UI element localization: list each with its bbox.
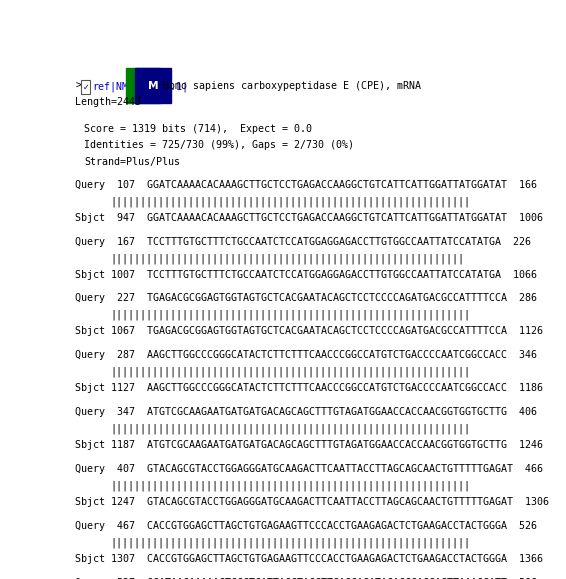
- Text: Query  407  GTACAGCGTACCTGGAGGGATGCAAGACTTCAATTACCTTAGCAGCAACTGTTTTTGAGAT  466: Query 407 GTACAGCGTACCTGGAGGGATGCAAGACTT…: [75, 464, 543, 474]
- Text: Query  527  GGATAACAAAAACTCCCTCATTAGCTACCTTGAGCAGATACACCGAGGAGTTAAAGGATT  586: Query 527 GGATAACAAAAACTCCCTCATTAGCTACCT…: [75, 578, 537, 579]
- Text: Sbjct 1067  TGAGACGCGGAGTGGTAGTGCTCACGAATACAGCTCCTCCCCAGATGACGCCATTTTCCA  1126: Sbjct 1067 TGAGACGCGGAGTGGTAGTGCTCACGAAT…: [75, 327, 543, 336]
- Text: Sbjct 1007  TCCTTTGTGCTTTCTGCCAATCTCCATGGAGGAGACCTTGTGGCCAATTATCCATATGA  1066: Sbjct 1007 TCCTTTGTGCTTTCTGCCAATCTCCATGG…: [75, 269, 537, 280]
- Text: Sbjct 1307  CACCGTGGAGCTTAGCTGTGAGAAGTTCCCACCTGAAGAGACTCTGAAGACCTACTGGGA  1366: Sbjct 1307 CACCGTGGAGCTTAGCTGTGAGAAGTTCC…: [75, 554, 543, 564]
- Text: Identities = 725/730 (99%), Gaps = 2/730 (0%): Identities = 725/730 (99%), Gaps = 2/730…: [84, 140, 354, 150]
- Text: Score = 1319 bits (714),  Expect = 0.0: Score = 1319 bits (714), Expect = 0.0: [84, 123, 312, 134]
- Text: Query  467  CACCGTGGAGCTTAGCTGTGAGAAGTTCCCACCTGAAGAGACTCTGAAGACCTACTGGGA  526: Query 467 CACCGTGGAGCTTAGCTGTGAGAAGTTCCC…: [75, 521, 537, 531]
- Text: ||||||||||||||||||||||||||||||||||||||||||||||||||||||||||||: ||||||||||||||||||||||||||||||||||||||||…: [110, 481, 470, 491]
- FancyBboxPatch shape: [81, 80, 91, 94]
- Text: ref|NM_001873.1|: ref|NM_001873.1|: [92, 80, 188, 91]
- Text: Homo sapiens carboxypeptidase E (CPE), mRNA: Homo sapiens carboxypeptidase E (CPE), m…: [157, 80, 421, 91]
- Text: |||||||||||||||||||||||||||||||||||||||||||||||||||||||||||: ||||||||||||||||||||||||||||||||||||||||…: [110, 253, 464, 263]
- Text: ✓: ✓: [82, 83, 89, 91]
- Text: ||||||||||||||||||||||||||||||||||||||||||||||||||||||||||||: ||||||||||||||||||||||||||||||||||||||||…: [110, 424, 470, 434]
- Text: Sbjct 1187  ATGTCGCAAGAATGATGATGACAGCAGCTTTGTAGATGGAACCACCAACGGTGGTGCTTG  1246: Sbjct 1187 ATGTCGCAAGAATGATGATGACAGCAGCT…: [75, 440, 543, 450]
- Text: Query  227  TGAGACGCGGAGTGGTAGTGCTCACGAATACAGCTCCTCCCCAGATGACGCCATTTTCCA  286: Query 227 TGAGACGCGGAGTGGTAGTGCTCACGAATA…: [75, 294, 537, 303]
- Text: ||||||||||||||||||||||||||||||||||||||||||||||||||||||||||||: ||||||||||||||||||||||||||||||||||||||||…: [110, 367, 470, 378]
- Text: M: M: [148, 80, 158, 91]
- Text: Query  287  AAGCTTGGCCCGGGCATACTCTTCTTTCAACCCGGCCATGTCTGACCCCAATCGGCCACC  346: Query 287 AAGCTTGGCCCGGGCATACTCTTCTTTCAA…: [75, 350, 537, 360]
- Text: Sbjct 1247  GTACAGCGTACCTGGAGGGATGCAAGACTTCAATTACCTTAGCAGCAACTGTTTTTGAGAT  1306: Sbjct 1247 GTACAGCGTACCTGGAGGGATGCAAGACT…: [75, 497, 549, 507]
- Text: ||||||||||||||||||||||||||||||||||||||||||||||||||||||||||||: ||||||||||||||||||||||||||||||||||||||||…: [110, 196, 470, 207]
- Text: Sbjct 1127  AAGCTTGGCCCGGGCATACTCTTCTTTCAACCCGGCCATGTCTGACCCCAATCGGCCACC  1186: Sbjct 1127 AAGCTTGGCCCGGGCATACTCTTCTTTCA…: [75, 383, 543, 393]
- Text: G: G: [139, 80, 147, 91]
- Text: Length=2443: Length=2443: [75, 97, 141, 107]
- Text: Strand=Plus/Plus: Strand=Plus/Plus: [84, 156, 180, 167]
- Text: >: >: [75, 80, 81, 91]
- Text: ||||||||||||||||||||||||||||||||||||||||||||||||||||||||||||: ||||||||||||||||||||||||||||||||||||||||…: [110, 310, 470, 320]
- Text: Query  167  TCCTTTGTGCTTTCTGCCAATCTCCATGGAGGAGACCTTGTGGCCAATTATCCATATGA  226: Query 167 TCCTTTGTGCTTTCTGCCAATCTCCATGGA…: [75, 236, 531, 247]
- Text: ||||||||||||||||||||||||||||||||||||||||||||||||||||||||||||: ||||||||||||||||||||||||||||||||||||||||…: [110, 537, 470, 548]
- Text: Query  107  GGATCAAAACACAAAGCTTGCTCCTGAGACCAAGGCTGTCATTCATTGGATTATGGATAT  166: Query 107 GGATCAAAACACAAAGCTTGCTCCTGAGAC…: [75, 179, 537, 189]
- Text: Sbjct  947  GGATCAAAACACAAAGCTTGCTCCTGAGACCAAGGCTGTCATTCATTGGATTATGGATAT  1006: Sbjct 947 GGATCAAAACACAAAGCTTGCTCCTGAGAC…: [75, 212, 543, 222]
- Text: Query  347  ATGTCGCAAGAATGATGATGACAGCAGCTTTGTAGATGGAACCACCAACGGTGGTGCTTG  406: Query 347 ATGTCGCAAGAATGATGATGACAGCAGCTT…: [75, 407, 537, 417]
